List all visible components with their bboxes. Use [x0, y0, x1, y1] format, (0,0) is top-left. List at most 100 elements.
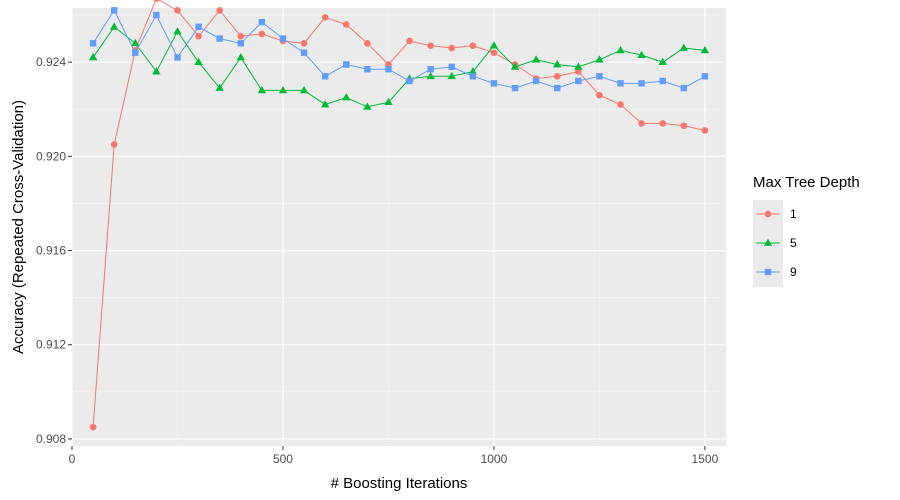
legend-key-marker	[763, 238, 773, 246]
tick-labels: 0 500 1000 1500 0.908 0.912 0.916 0.920 0.924	[36, 55, 719, 466]
legend-label: 5	[790, 236, 797, 250]
data-point-9	[279, 35, 287, 42]
data-point-9	[385, 66, 392, 73]
y-tick-label: 0.912	[36, 338, 66, 352]
data-point-9	[195, 23, 202, 31]
data-point-5	[553, 60, 562, 68]
data-point-1	[342, 21, 350, 28]
data-point-5	[110, 22, 119, 30]
data-point-5	[595, 55, 604, 63]
y-tick-label: 0.916	[36, 244, 66, 258]
data-point-5	[489, 41, 499, 49]
data-point-9	[321, 73, 329, 80]
data-point-5	[88, 53, 98, 61]
data-point-9	[364, 66, 371, 73]
data-point-1	[575, 68, 582, 75]
data-point-5	[215, 83, 224, 91]
y-tick-label: 0.908	[36, 432, 66, 446]
data-point-1	[596, 91, 603, 99]
data-point-1	[153, 0, 160, 2]
data-point-1	[638, 120, 645, 127]
data-point-1	[364, 40, 371, 47]
data-point-5	[531, 55, 541, 63]
data-point-9	[511, 84, 519, 92]
data-point-5	[468, 67, 478, 75]
legend-item-5: 5	[756, 236, 797, 250]
series-layer	[88, 0, 710, 431]
data-point-9	[554, 84, 561, 92]
axis-ticks	[68, 61, 706, 450]
data-point-5	[426, 71, 435, 80]
data-point-9	[174, 54, 181, 61]
data-point-5	[320, 100, 330, 108]
data-point-9	[216, 35, 223, 42]
data-point-1	[300, 40, 308, 47]
data-point-5	[658, 57, 667, 66]
data-point-1	[258, 30, 266, 38]
data-point-9	[343, 61, 350, 68]
data-point-1	[195, 32, 202, 40]
data-point-1	[553, 72, 561, 80]
data-point-1	[490, 49, 498, 57]
data-point-5	[173, 27, 182, 35]
legend-key-marker	[764, 210, 772, 218]
data-point-5	[131, 38, 140, 47]
legend-items: 1 5 9	[756, 207, 797, 279]
data-point-5	[574, 62, 583, 70]
data-point-9	[132, 49, 139, 56]
data-point-9	[406, 77, 413, 85]
data-point-1	[237, 32, 245, 40]
data-point-9	[300, 49, 308, 56]
data-point-1	[448, 44, 456, 52]
legend-title: Max Tree Depth	[753, 174, 860, 191]
data-point-1	[89, 423, 97, 431]
data-point-9	[532, 77, 540, 85]
legend-label: 9	[790, 265, 797, 279]
data-point-5	[236, 53, 245, 61]
data-point-5	[194, 57, 203, 66]
x-tick-label: 500	[273, 452, 293, 466]
data-point-1	[321, 14, 329, 21]
grid-minor	[72, 8, 726, 446]
data-point-5	[637, 50, 646, 58]
data-point-5	[447, 71, 456, 80]
data-point-9	[448, 63, 455, 71]
legend-label: 1	[790, 207, 797, 221]
data-point-9	[575, 77, 582, 85]
data-point-5	[342, 93, 351, 101]
data-point-1	[174, 7, 181, 14]
data-point-9	[680, 84, 688, 92]
data-point-5	[510, 62, 520, 70]
y-tick-label: 0.920	[36, 149, 66, 163]
y-tick-label: 0.924	[36, 55, 66, 69]
data-point-1	[469, 42, 477, 49]
data-point-5	[278, 86, 288, 94]
data-point-1	[110, 141, 118, 148]
data-point-9	[469, 73, 477, 80]
legend-item-1: 1	[756, 207, 797, 221]
series-line-9	[92, 9, 706, 89]
data-point-1	[617, 101, 624, 108]
data-point-9	[617, 80, 624, 87]
data-point-9	[638, 80, 645, 87]
data-point-5	[679, 43, 688, 51]
x-tick-label: 0	[69, 452, 76, 466]
x-axis-title: # Boosting Iterations	[331, 475, 468, 492]
x-tick-label: 1000	[481, 452, 508, 466]
data-point-9	[258, 18, 266, 26]
data-point-9	[701, 73, 709, 80]
data-point-9	[110, 7, 118, 14]
data-point-5	[616, 45, 625, 54]
x-tick-label: 1500	[692, 452, 719, 466]
data-point-1	[680, 122, 688, 130]
data-point-9	[153, 11, 160, 19]
data-point-5	[299, 86, 309, 94]
legend-key-marker	[764, 268, 772, 276]
legend: Max Tree Depth 1 5 9	[753, 174, 860, 287]
legend-item-9: 9	[756, 265, 797, 279]
data-point-9	[659, 77, 666, 85]
data-point-5	[700, 45, 710, 54]
data-point-5	[363, 102, 372, 110]
plot-panel	[72, 8, 726, 446]
